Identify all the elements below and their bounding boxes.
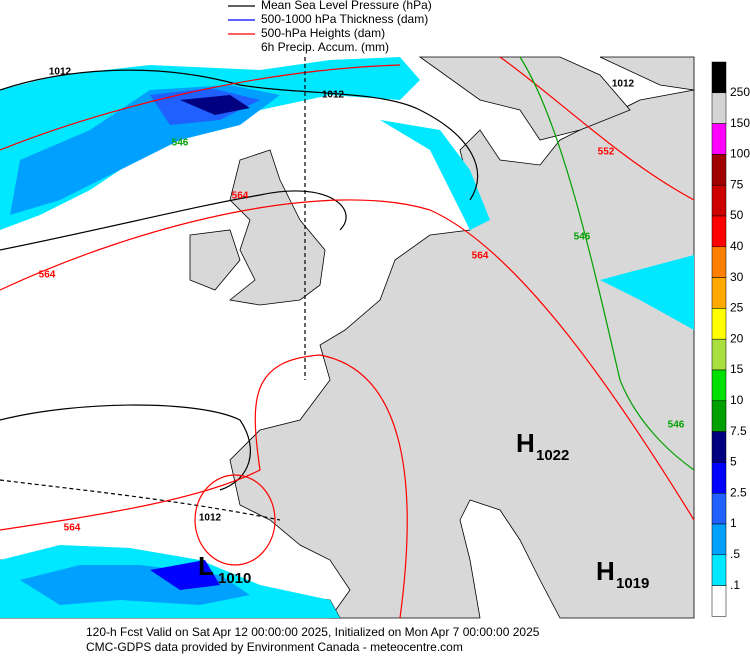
colorbar-swatch [711, 277, 727, 309]
contour-label: 1012 [322, 90, 345, 101]
contour-label: 564 [64, 523, 81, 534]
footer-text: CMC-GDPS data provided by Environment Ca… [86, 640, 463, 654]
pressure-center-value: 1010 [218, 570, 251, 587]
colorbar-swatch [711, 154, 727, 186]
colorbar-label: .1 [730, 578, 740, 592]
contour-label: 552 [598, 147, 615, 158]
contour-label: 564 [232, 191, 249, 202]
contour-label: 546 [172, 138, 189, 149]
colorbar-swatch [711, 123, 727, 155]
colorbar-swatch [711, 338, 727, 371]
colorbar-label: .5 [730, 547, 740, 561]
contour-label: 546 [574, 232, 591, 243]
colorbar-label: 25 [730, 301, 744, 315]
colorbar-label: 150 [730, 116, 750, 130]
colorbar-swatch [711, 308, 727, 340]
colorbar-label: 250 [730, 85, 750, 99]
colorbar-label: 75 [730, 177, 744, 191]
colorbar-swatch [711, 369, 727, 402]
colorbar-label: 7.5 [730, 424, 747, 438]
colorbar-label: 50 [730, 208, 744, 222]
colorbar-label: 1 [730, 516, 737, 530]
colorbar-swatch [711, 215, 727, 248]
colorbar-label: 2.5 [730, 485, 747, 499]
colorbar-swatch [711, 462, 727, 494]
legend-label: 6h Precip. Accum. (mm) [261, 40, 389, 54]
colorbar-swatch [711, 554, 727, 586]
pressure-center-value: 1019 [616, 575, 649, 592]
legend-label: 500-hPa Heights (dam) [261, 26, 385, 40]
colorbar-swatch [711, 523, 727, 556]
contour-label: 546 [668, 420, 685, 431]
contour-label: 564 [472, 251, 489, 262]
colorbar-swatch [711, 246, 727, 278]
colorbar-swatch [711, 400, 727, 432]
legend-label: Mean Sea Level Pressure (hPa) [261, 0, 432, 12]
colorbar-swatch [711, 184, 727, 217]
contour-label: 564 [39, 270, 56, 281]
colorbar-label: 40 [730, 239, 744, 253]
colorbar-label: 20 [730, 331, 744, 345]
footer-text: 120-h Fcst Valid on Sat Apr 12 00:00:00 … [86, 625, 540, 639]
colorbar-swatch [711, 585, 727, 617]
colorbar-label: 100 [730, 147, 750, 161]
contour-label: 1012 [199, 513, 222, 524]
colorbar-swatch [711, 92, 727, 124]
contours [0, 56, 695, 619]
pressure-center-value: 1022 [536, 447, 569, 464]
colorbar-swatch [711, 492, 727, 525]
legend-label: 500-1000 hPa Thickness (dam) [261, 12, 428, 26]
pressure-center-letter: L [198, 551, 214, 581]
precipitation [0, 57, 694, 618]
contour-label: 1012 [49, 67, 72, 78]
colorbar-label: 5 [730, 455, 737, 469]
colorbar-label: 10 [730, 393, 744, 407]
colorbar-label: 30 [730, 270, 744, 284]
colorbar-swatch [711, 431, 727, 463]
pressure-center-letter: H [516, 428, 535, 458]
map [0, 56, 695, 619]
colorbar-swatch [711, 61, 727, 94]
contour-label: 1012 [612, 79, 635, 90]
pressure-center-letter: H [596, 556, 615, 586]
colorbar-label: 15 [730, 362, 744, 376]
